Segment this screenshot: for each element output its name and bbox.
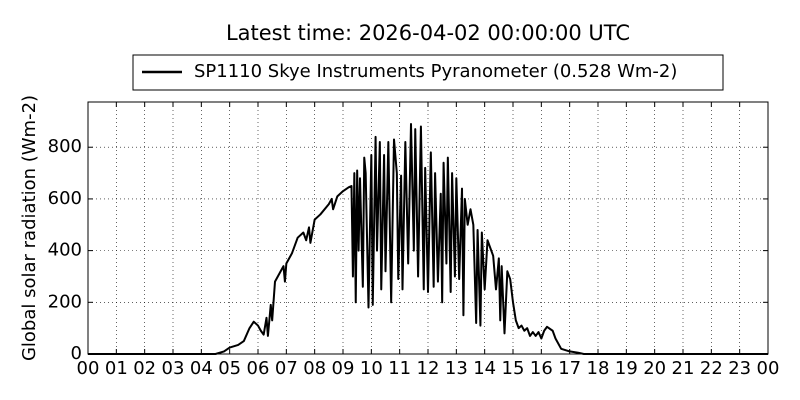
x-tick-label: 02 <box>133 358 156 379</box>
x-tick-label: 17 <box>558 358 581 379</box>
x-tick-label: 10 <box>360 358 383 379</box>
y-tick-label: 0 <box>71 343 82 364</box>
x-tick-label: 11 <box>388 358 411 379</box>
x-tick-label: 03 <box>162 358 185 379</box>
y-axis-label: Global solar radiation (Wm-2) <box>19 95 40 361</box>
x-tick-label: 20 <box>643 358 666 379</box>
x-tick-label: 01 <box>105 358 128 379</box>
x-tick-label: 13 <box>445 358 468 379</box>
x-tick-label: 18 <box>587 358 610 379</box>
y-tick-label: 800 <box>48 136 82 157</box>
x-tick-label: 14 <box>473 358 496 379</box>
x-tick-label: 04 <box>190 358 213 379</box>
x-tick-label: 05 <box>218 358 241 379</box>
y-tick-label: 400 <box>48 240 82 261</box>
data-line <box>88 122 768 355</box>
x-tick-label: 00 <box>757 358 780 379</box>
x-tick-label: 06 <box>247 358 270 379</box>
x-tick-label: 08 <box>303 358 326 379</box>
x-tick-label: 00 <box>77 358 100 379</box>
legend-label: SP1110 Skye Instruments Pyranometer (0.5… <box>194 61 677 82</box>
chart-title: Latest time: 2026-04-02 00:00:00 UTC <box>226 21 630 45</box>
x-tick-label: 22 <box>700 358 723 379</box>
plot-frame <box>87 101 769 355</box>
x-tick-label: 23 <box>728 358 751 379</box>
x-tick-label: 15 <box>502 358 525 379</box>
y-tick-label: 200 <box>48 291 82 312</box>
x-tick-label: 19 <box>615 358 638 379</box>
legend-box <box>132 54 724 91</box>
x-tick-label: 09 <box>332 358 355 379</box>
y-tick-label: 600 <box>48 188 82 209</box>
x-tick-label: 07 <box>275 358 298 379</box>
x-tick-label: 12 <box>417 358 440 379</box>
x-tick-label: 16 <box>530 358 553 379</box>
x-tick-label: 21 <box>672 358 695 379</box>
